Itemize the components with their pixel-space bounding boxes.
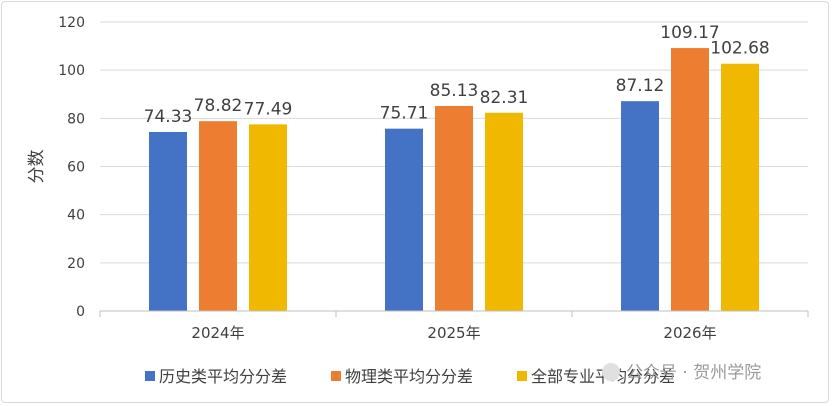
legend-swatch [145,371,155,381]
data-label: 85.13 [430,81,479,101]
bar [385,128,423,311]
y-tick-label: 40 [67,208,85,224]
bar [435,105,473,312]
x-tick-label: 2025年 [427,324,480,342]
wechat-icon [602,363,620,381]
bar [485,112,523,311]
data-label: 82.31 [480,88,529,108]
legend-swatch [331,371,341,381]
y-tick-label: 60 [67,160,85,176]
data-label: 74.33 [144,107,193,127]
legend-label: 全部专业平均分分差 [531,367,675,386]
bar [249,124,287,311]
x-tick-label: 2024年 [191,324,244,342]
watermark: 公众号 · 贺州学院 [602,363,761,383]
bar [621,101,659,311]
y-tick-label: 20 [67,256,85,272]
bar [199,121,237,311]
data-label: 87.12 [616,76,665,96]
x-axis-ticks: 2024年 2025年 2026年 [99,311,809,342]
data-label: 77.49 [244,99,293,119]
data-label: 109.17 [660,23,719,43]
bar [149,131,187,311]
legend-label: 物理类平均分分差 [345,367,473,386]
bar [671,48,709,312]
legend-swatch [517,371,527,381]
data-label: 78.82 [194,96,243,116]
y-axis-label: 分数 [27,150,47,184]
y-tick-label: 80 [67,111,85,127]
bar [721,63,759,311]
legend: 历史类平均分分差 物理类平均分分差 全部专业平均分分差 [145,367,675,386]
data-label: 75.71 [380,104,429,124]
y-tick-label: 0 [76,304,85,320]
data-label: 102.68 [710,39,769,59]
y-tick-label: 100 [58,63,85,79]
y-tick-label: 120 [58,15,85,31]
x-tick-label: 2026年 [663,324,716,342]
watermark-text: 公众号 · 贺州学院 [626,363,761,383]
y-axis-ticks: 0 20 40 60 80 100 120 [58,15,85,320]
legend-label: 历史类平均分分差 [159,367,287,386]
bars [149,48,759,312]
